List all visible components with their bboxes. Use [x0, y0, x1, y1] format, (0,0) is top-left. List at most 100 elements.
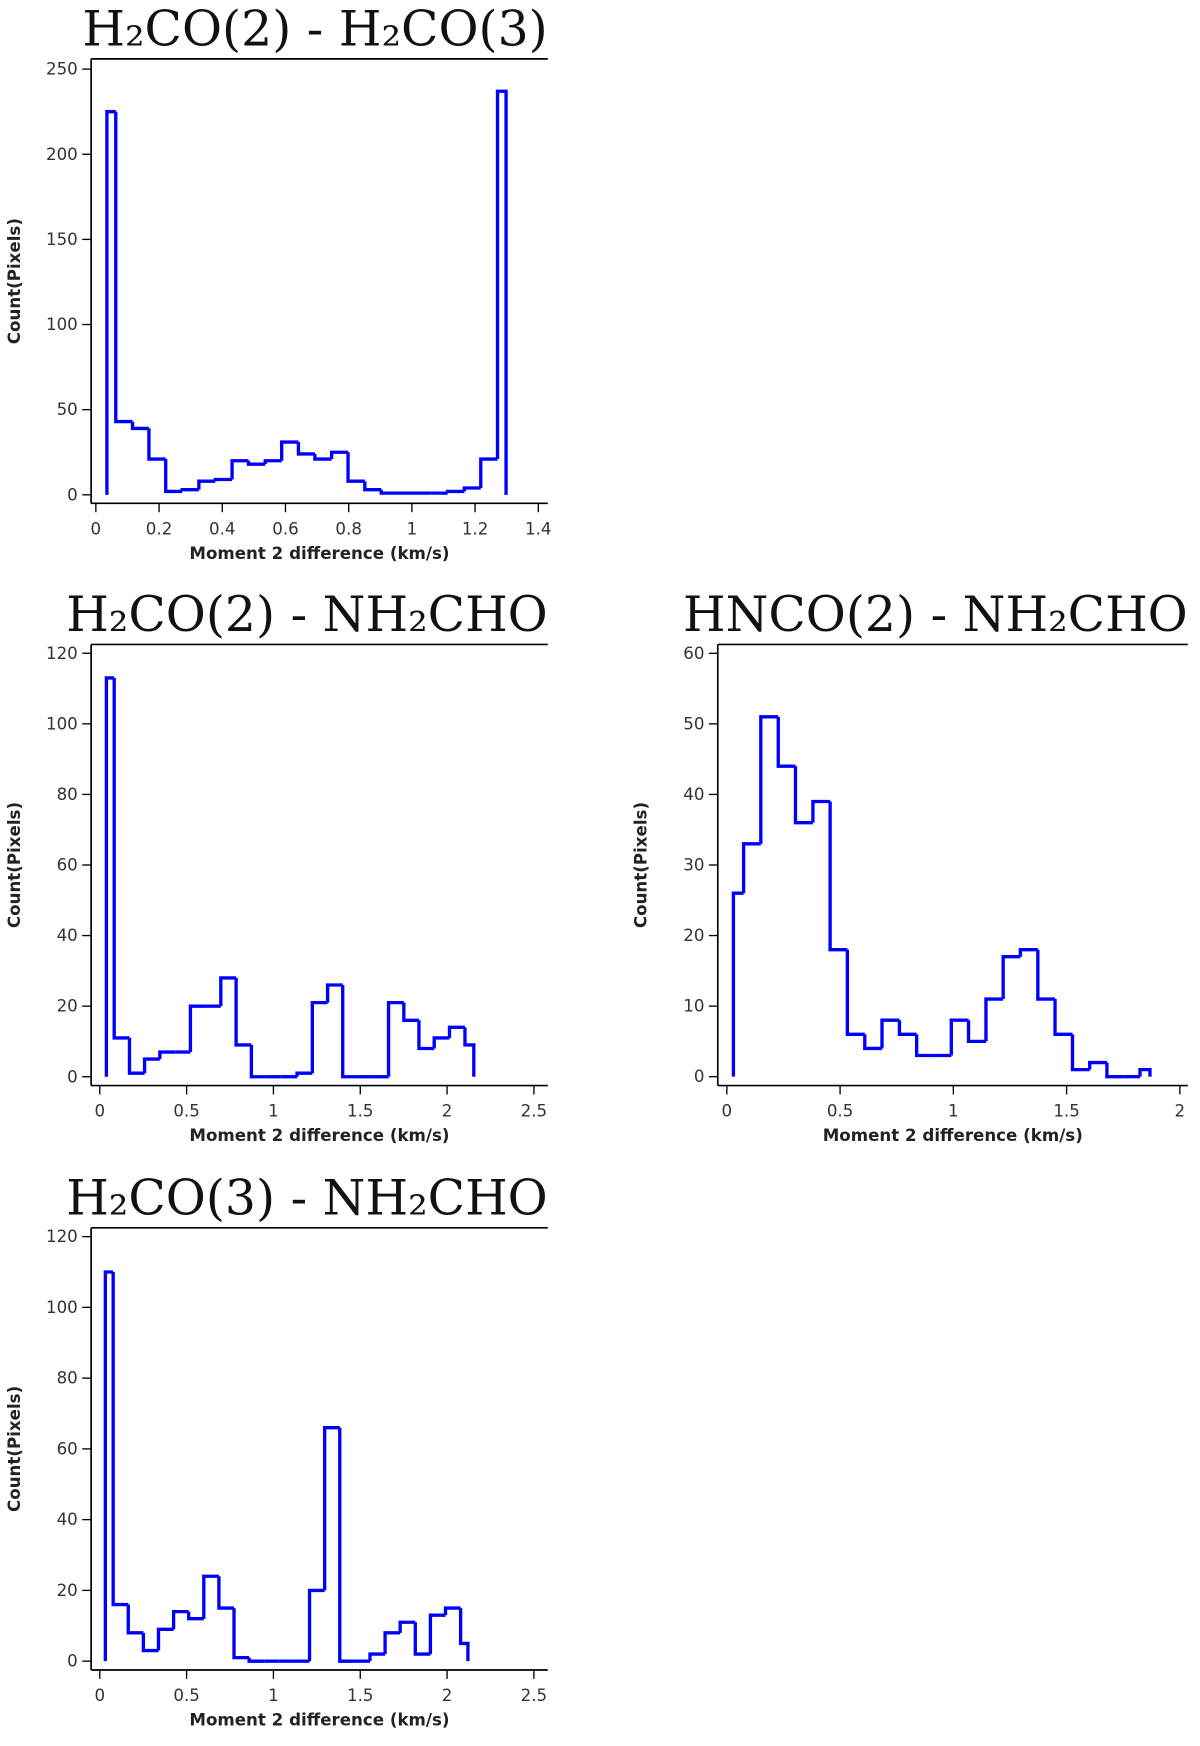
x-tick-label: 2: [442, 1686, 453, 1705]
histogram-bin: [338, 1427, 355, 1663]
x-tick-label: 0.6: [272, 519, 299, 538]
histogram-bin: [1138, 1067, 1152, 1077]
histogram-bin: [171, 1609, 189, 1630]
y-axis-label: Count(Pixels): [632, 802, 651, 928]
histogram-bin: [1001, 955, 1021, 1000]
histogram-bin: [247, 1657, 265, 1663]
x-tick-label: 1.4: [525, 519, 552, 538]
histogram-bin: [949, 1018, 969, 1056]
histogram-bin: [188, 1004, 206, 1053]
histogram-bin: [413, 1622, 431, 1656]
histogram-bin: [329, 450, 349, 460]
histogram-bin: [295, 1071, 313, 1077]
y-tick-label: 80: [57, 1369, 78, 1388]
histogram-bin: [379, 489, 398, 495]
x-tick-label: 0: [722, 1102, 733, 1121]
histogram-bin: [811, 799, 831, 823]
x-tick-label: 0.4: [209, 519, 236, 538]
x-tick-label: 0.5: [173, 1102, 200, 1121]
histogram-bin: [759, 715, 779, 844]
x-tick-label: 1: [948, 1102, 959, 1121]
y-tick-label: 120: [46, 1227, 78, 1246]
histogram-bin: [341, 984, 358, 1079]
histogram-bin: [966, 1020, 986, 1044]
histogram-bin: [1105, 1062, 1125, 1079]
histogram-bin: [462, 486, 481, 492]
histogram-bin: [863, 1034, 882, 1051]
y-tick-label: 0: [67, 485, 78, 504]
x-tick-label: 0: [94, 1102, 105, 1121]
histogram-bin: [142, 1057, 160, 1074]
histogram-bin: [112, 677, 130, 1040]
histogram-bin: [313, 453, 332, 461]
y-axis-label: Count(Pixels): [5, 802, 24, 928]
histogram-bin: [164, 459, 183, 494]
chart-title: HNCO(2) - NH₂CHO: [683, 586, 1188, 643]
x-tick-label: 2: [1175, 1102, 1186, 1121]
histogram-bin: [479, 457, 498, 489]
x-tick-label: 0.8: [335, 519, 362, 538]
y-tick-label: 40: [57, 926, 78, 945]
histogram-bin: [458, 1608, 470, 1662]
histogram-bin: [111, 1271, 129, 1607]
x-axis-label: Moment 2 difference (km/s): [189, 1711, 449, 1730]
x-tick-label: 1: [268, 1102, 279, 1121]
histogram-bin: [105, 110, 116, 495]
x-tick-label: 0.5: [827, 1102, 854, 1121]
histogram-bin: [368, 1652, 386, 1662]
histogram-bin: [322, 1425, 340, 1591]
y-tick-label: 60: [57, 856, 78, 875]
histogram-bin: [1036, 949, 1056, 1001]
histogram-bin: [346, 452, 365, 483]
histogram-bin: [187, 1611, 204, 1621]
histogram-bin: [147, 428, 166, 461]
y-tick-label: 30: [683, 856, 704, 875]
histogram-bin: [180, 488, 199, 492]
histogram-bin: [130, 421, 149, 431]
histogram-bin: [897, 1020, 917, 1036]
y-tick-label: 50: [57, 400, 78, 419]
chart-title: H₂CO(2) - NH₂CHO: [66, 586, 548, 643]
histogram-bin: [428, 1613, 446, 1655]
x-tick-label: 1.2: [462, 519, 489, 538]
histogram-bin: [776, 716, 796, 768]
histogram-bin: [114, 111, 133, 424]
histogram-bin: [249, 1044, 267, 1079]
histogram-bin: [1053, 999, 1073, 1036]
histogram-bin: [402, 1002, 419, 1022]
histogram-bin: [158, 1050, 176, 1060]
histogram-bin: [880, 1018, 900, 1049]
x-tick-label: 2.5: [521, 1686, 548, 1705]
y-tick-label: 200: [46, 145, 78, 164]
y-tick-label: 0: [694, 1067, 705, 1086]
x-tick-label: 2.5: [521, 1102, 548, 1121]
y-tick-label: 100: [46, 315, 78, 334]
histogram-bin: [104, 676, 115, 1077]
histogram-bin: [156, 1627, 174, 1651]
x-tick-label: 0: [94, 1686, 105, 1705]
histogram-bin: [126, 1604, 144, 1635]
histogram-bin: [432, 1036, 450, 1049]
histogram-bin: [398, 1620, 416, 1633]
histogram-bin: [263, 459, 282, 465]
x-tick-label: 1: [268, 1686, 279, 1705]
histogram-bin: [325, 983, 343, 1003]
histogram-bin: [845, 949, 865, 1036]
histogram-bin: [363, 481, 382, 492]
y-tick-label: 40: [683, 785, 704, 804]
chart-title: H₂CO(2) - H₂CO(3): [82, 1, 547, 58]
histogram-bin: [1018, 947, 1038, 957]
histogram-bin: [127, 1037, 145, 1075]
histogram-bin: [246, 460, 266, 466]
histogram-bin: [447, 1025, 465, 1038]
histogram-bin: [230, 459, 249, 480]
histogram-bin: [197, 479, 216, 490]
x-tick-label: 1.5: [1053, 1102, 1080, 1121]
y-tick-label: 20: [57, 1581, 78, 1600]
histogram-bin: [984, 997, 1004, 1042]
x-axis-label: Moment 2 difference (km/s): [189, 1126, 449, 1145]
histogram-bin: [731, 891, 744, 1077]
y-tick-label: 100: [46, 714, 78, 733]
y-tick-label: 50: [683, 714, 704, 733]
